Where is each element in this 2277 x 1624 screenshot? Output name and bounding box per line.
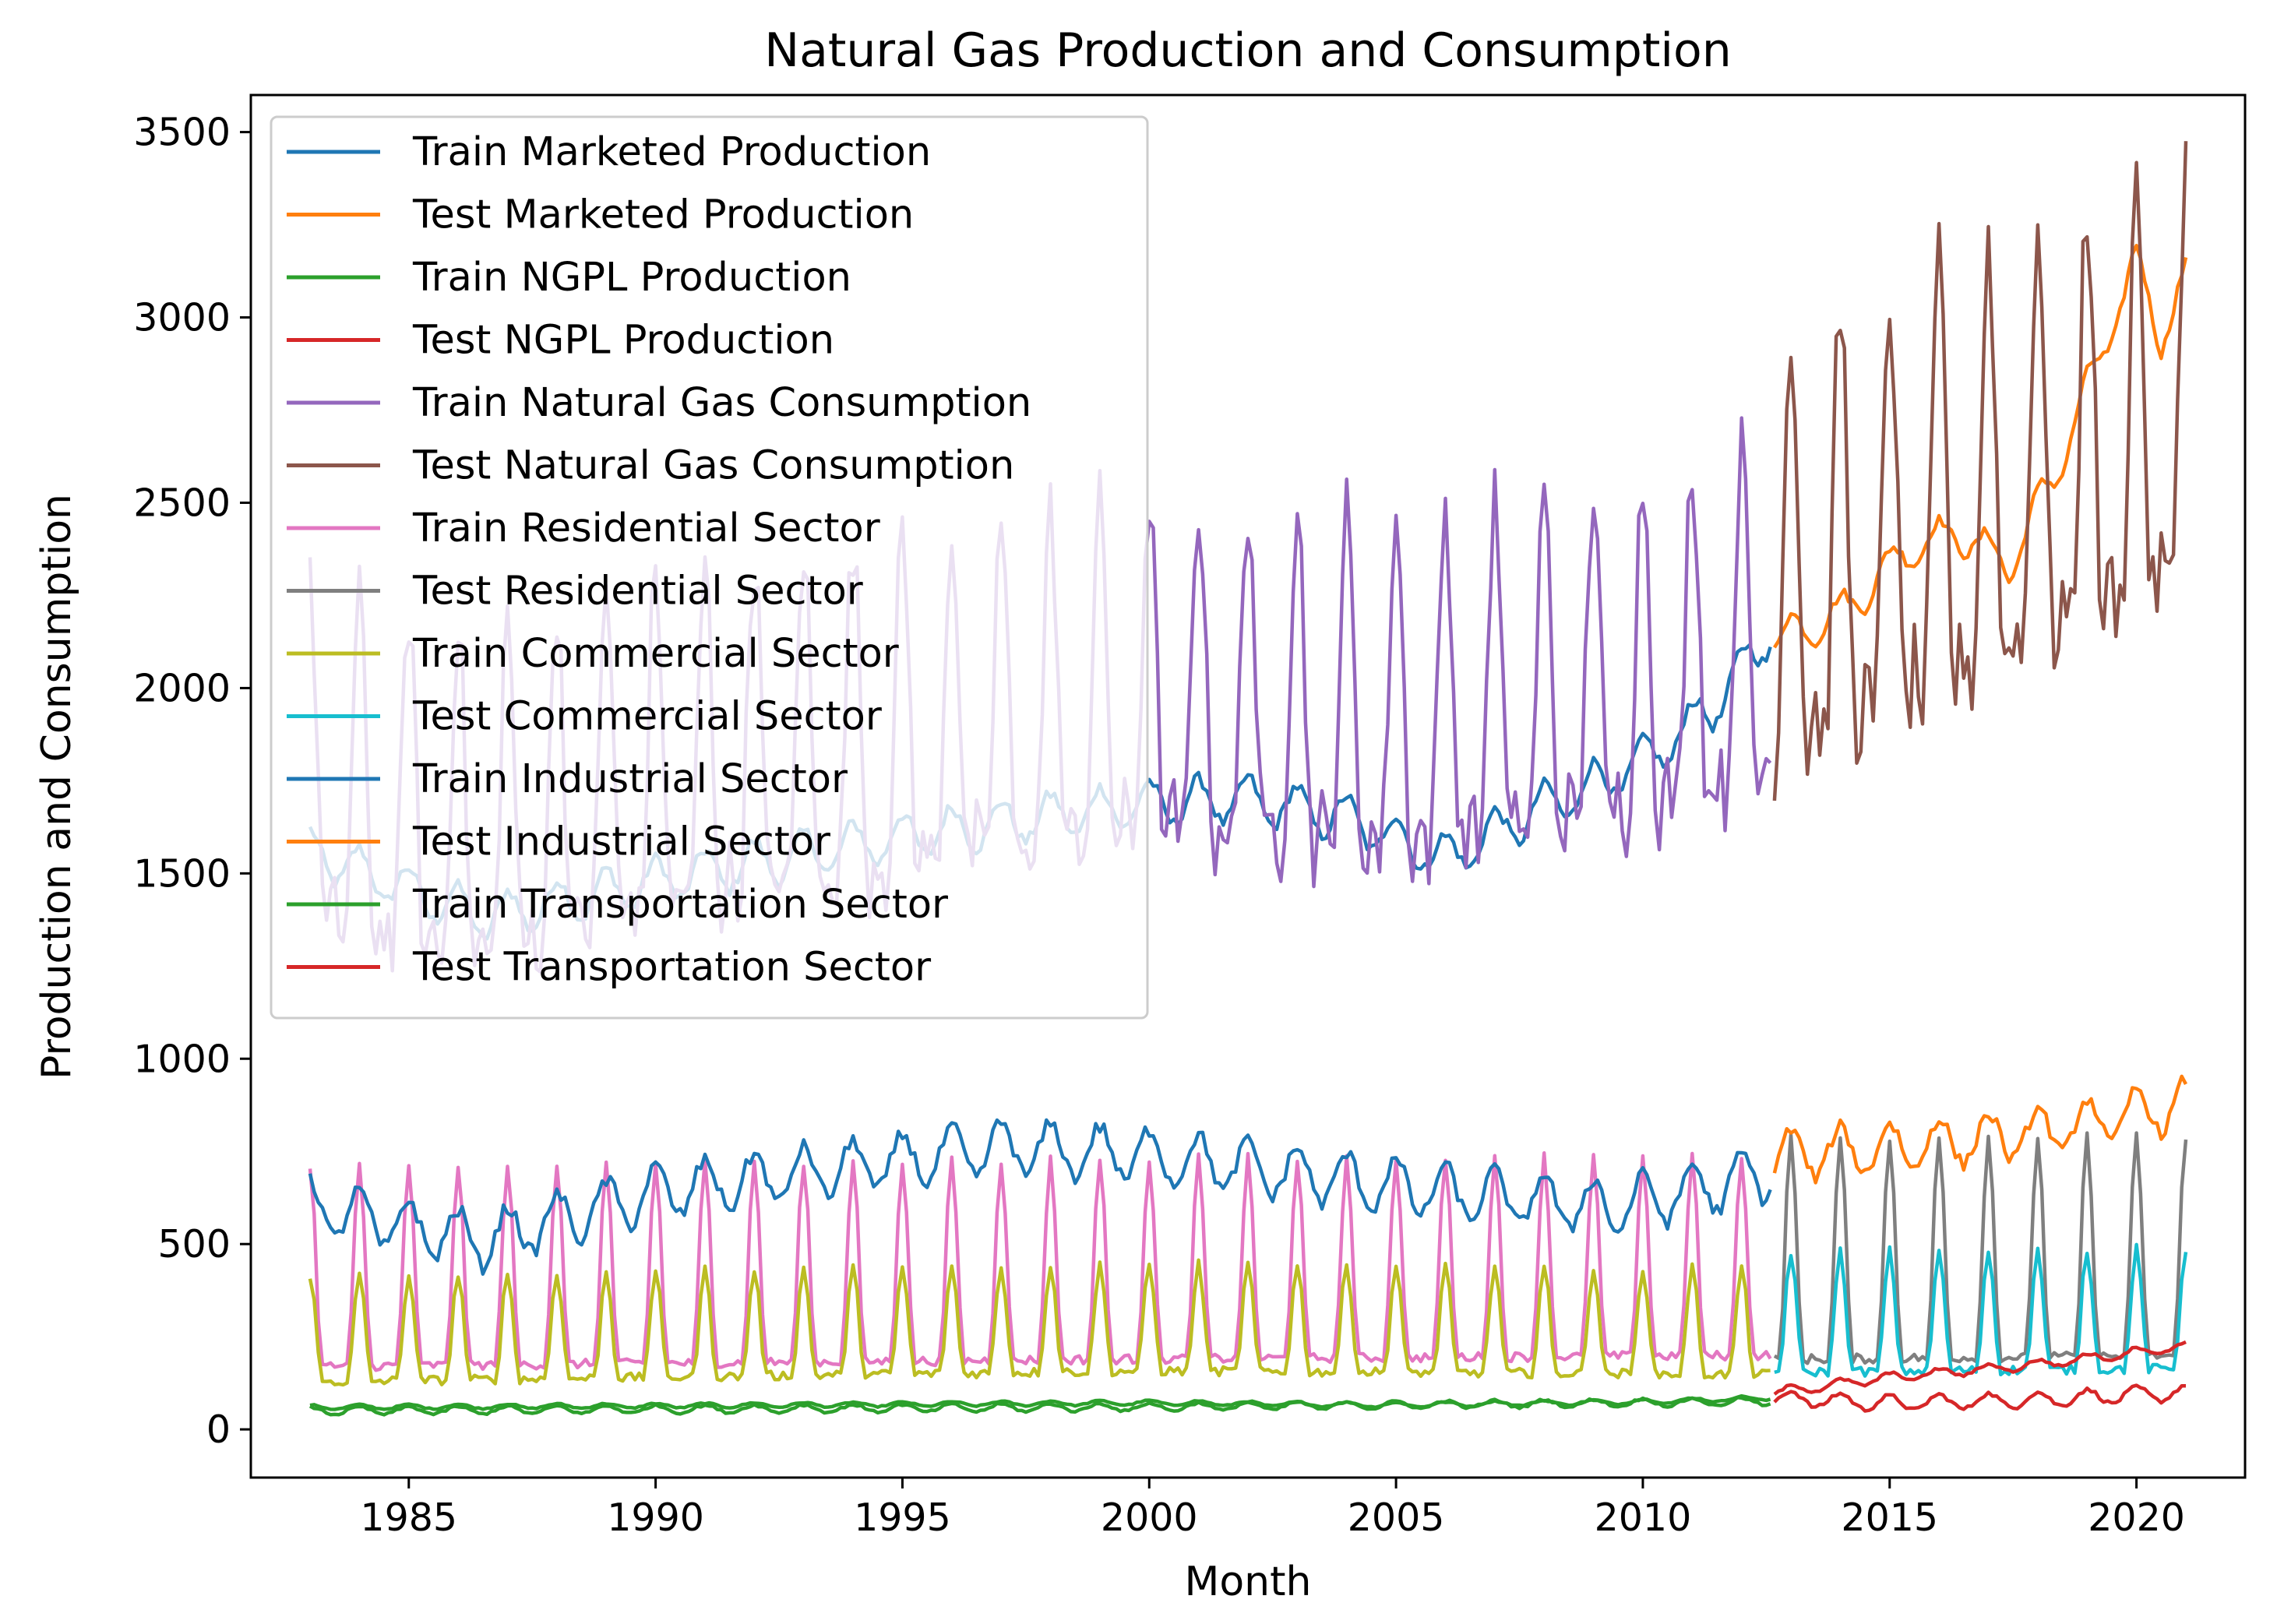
- y-axis-label: Production and Consumption: [33, 494, 80, 1080]
- series-line-train-residential-sector: [308, 1151, 1772, 1372]
- legend-item: Test Natural Gas Consumption: [287, 443, 1014, 489]
- legend-box: [270, 115, 1149, 1020]
- legend-item: Train Residential Sector: [287, 506, 880, 551]
- chart-title: Natural Gas Production and Consumption: [764, 23, 1732, 78]
- legend-item: Test Transportation Sector: [287, 945, 931, 991]
- x-tick-label: 2000: [1101, 1495, 1198, 1540]
- legend-item: Train Transportation Sector: [287, 882, 948, 928]
- legend-label: Train NGPL Production: [412, 255, 851, 301]
- x-tick-label: 1995: [854, 1495, 951, 1540]
- y-tick-label: 500: [157, 1222, 231, 1266]
- legend-label: Test Residential Sector: [412, 569, 863, 615]
- plot-frame: [249, 93, 2247, 1479]
- series-line-train-ngpl-production: [309, 1393, 1771, 1411]
- legend-label: Test Commercial Sector: [412, 694, 882, 740]
- legend-item: Test Marketed Production: [287, 192, 914, 238]
- legend: Train Marketed Production Test Marketed P…: [270, 115, 1149, 1020]
- series-line-test-industrial-sector: [1772, 1074, 2187, 1185]
- y-tick-label: 3000: [133, 296, 231, 340]
- legend-item: Test Commercial Sector: [287, 694, 882, 740]
- legend-label: Train Natural Gas Consumption: [412, 380, 1031, 426]
- y-tick-label: 0: [206, 1407, 231, 1452]
- legend-label: Train Industrial Sector: [412, 756, 848, 802]
- series-line-test-natural-gas-consumption: [1772, 141, 2188, 801]
- x-tick-label: 2005: [1348, 1495, 1445, 1540]
- x-tick-label: 1985: [360, 1495, 457, 1540]
- x-tick-label: 2015: [1841, 1495, 1938, 1540]
- legend-label: Test Industrial Sector: [412, 819, 830, 865]
- series-line-test-commercial-sector: [1774, 1242, 2188, 1378]
- x-tick-label: 1990: [607, 1495, 704, 1540]
- legend-label: Train Transportation Sector: [412, 882, 948, 928]
- legend-label: Train Marketed Production: [412, 129, 931, 175]
- x-tick-label: 2020: [2088, 1495, 2185, 1540]
- series-line-train-commercial-sector: [308, 1258, 1771, 1387]
- legend-label: Test NGPL Production: [412, 318, 834, 364]
- legend-item: Train Marketed Production: [287, 129, 931, 175]
- series-line-test-ngpl-production: [1773, 1383, 2187, 1413]
- series-line-test-transportation-sector: [1773, 1340, 2187, 1396]
- series-line-train-transportation-sector: [308, 1396, 1771, 1417]
- series-line-train-industrial-sector: [308, 1118, 1772, 1276]
- legend-item: Train Commercial Sector: [287, 631, 899, 677]
- legend-label: Train Residential Sector: [412, 506, 880, 551]
- y-tick-label: 1000: [133, 1037, 231, 1081]
- legend-item: Train NGPL Production: [287, 255, 851, 301]
- legend-label: Test Transportation Sector: [412, 945, 931, 991]
- y-tick-label: 3500: [133, 111, 231, 155]
- legend-label: Test Marketed Production: [412, 192, 914, 238]
- legend-item: Train Industrial Sector: [287, 756, 848, 802]
- legend-label: Test Natural Gas Consumption: [412, 443, 1014, 489]
- y-tick-label: 1500: [133, 851, 231, 896]
- legend-item: Test NGPL Production: [287, 318, 834, 364]
- x-axis: 1985 1990 1995 2000 2005 2010 2015 2020: [360, 1478, 2185, 1540]
- x-axis-label: Month: [1185, 1559, 1312, 1605]
- x-tick-label: 2010: [1595, 1495, 1692, 1540]
- legend-label: Train Commercial Sector: [412, 631, 899, 677]
- legend-item: Test Residential Sector: [287, 569, 863, 615]
- y-axis: 0 500 1000 1500 2000 2500 3000 3500: [133, 111, 251, 1452]
- y-tick-label: 2000: [133, 666, 231, 710]
- y-tick-label: 2500: [133, 481, 231, 525]
- legend-item: Train Natural Gas Consumption: [287, 380, 1031, 426]
- legend-item: Test Industrial Sector: [287, 819, 830, 865]
